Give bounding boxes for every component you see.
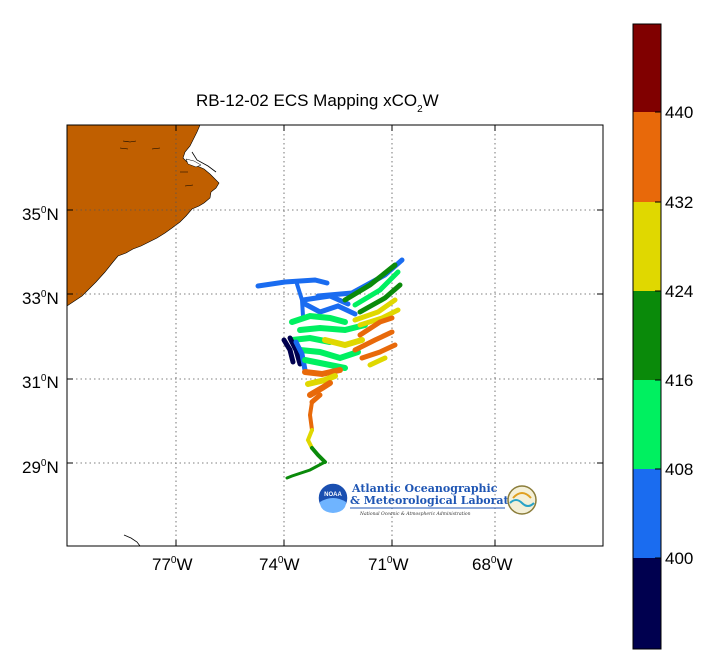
cb-band: [633, 469, 661, 558]
track-leg: [357, 307, 401, 328]
lat-label: 350N: [22, 205, 59, 224]
colorbar-label: 408: [665, 460, 693, 479]
track-leg: [302, 367, 343, 378]
lon-label: 740W: [259, 555, 300, 574]
map-grid: [67, 125, 603, 546]
track-leg: [310, 446, 327, 464]
track-leg: [359, 342, 398, 361]
logo-line1: Atlantic Oceanographic: [351, 482, 498, 495]
inlet-detail: [185, 158, 202, 168]
track-leg: [307, 380, 333, 398]
track-leg: [285, 460, 327, 480]
lat-label: 310N: [22, 373, 59, 392]
cb-band: [633, 380, 661, 469]
map-frame: [66, 124, 604, 547]
cb-band: [633, 558, 661, 649]
track-leg: [305, 373, 338, 387]
track-leg: [352, 297, 398, 323]
lon-label: 710W: [368, 555, 409, 574]
cb-band: [633, 112, 661, 202]
aoml-logo: NOAA Atlantic Oceanographic & Meteorolog…: [317, 482, 537, 517]
aoml-seal-icon: [507, 485, 537, 515]
barrier-island: [191, 151, 217, 173]
track-leg: [357, 282, 403, 315]
track-leg: [287, 335, 303, 367]
lon-label: 770W: [152, 555, 193, 574]
cb-band: [633, 291, 661, 380]
colorbar-label: 432: [665, 193, 693, 212]
seal-sun: [512, 492, 532, 499]
track-leg: [307, 400, 314, 432]
track-leg: [281, 337, 296, 365]
logo-line2: & Meteorological Laboratory: [350, 494, 529, 507]
colorbar-label: 424: [665, 282, 693, 301]
track-leg: [367, 355, 388, 368]
lat-label: 290N: [22, 458, 59, 477]
lon-label: 680W: [472, 555, 513, 574]
noaa-badge-text: NOAA: [324, 492, 342, 498]
seal-wave: [509, 499, 535, 507]
track-leg: [342, 262, 398, 303]
colorbar-label: 440: [665, 103, 693, 122]
track-leg: [305, 428, 314, 450]
track-leg: [293, 339, 308, 373]
cb-band: [633, 202, 661, 291]
colorbar: 440 432 424 416 408 400: [632, 23, 693, 650]
colorbar-label: 400: [665, 549, 693, 568]
track-leg: [297, 347, 361, 362]
cruise-track: [255, 257, 405, 480]
track-leg: [255, 277, 330, 289]
axis-ticks: [67, 125, 603, 546]
track-leg: [322, 337, 365, 349]
river-detail: [119, 140, 194, 187]
track-leg: [357, 315, 395, 338]
colorbar-label: 416: [665, 371, 693, 390]
land-coastline: [66, 124, 220, 307]
logo-line3: National Oceanic & Atmospheric Administr…: [359, 511, 471, 517]
noaa-wave: [320, 498, 346, 513]
track-leg: [289, 312, 348, 325]
track-leg: [302, 301, 358, 317]
colorbar-frame: [632, 23, 662, 650]
track-leg: [302, 357, 348, 371]
bahamas-coast: [123, 534, 141, 547]
track-leg: [352, 269, 401, 308]
lat-label: 330N: [22, 289, 59, 308]
cb-band: [633, 24, 661, 112]
map-title: RB-12-02 ECS Mapping xCO2W: [196, 91, 439, 115]
track-leg: [352, 329, 395, 353]
track-leg: [297, 322, 368, 334]
